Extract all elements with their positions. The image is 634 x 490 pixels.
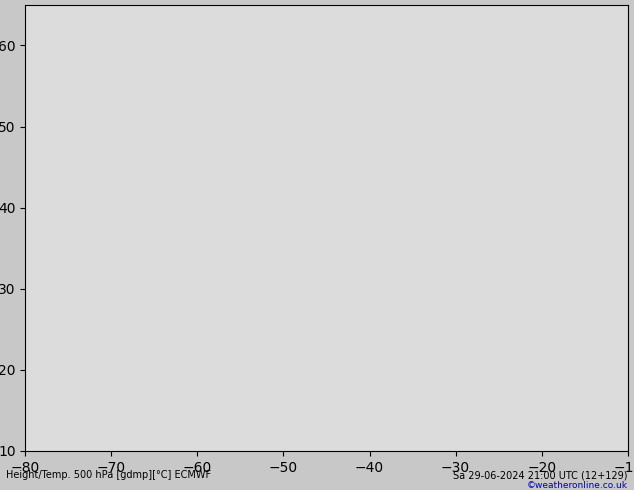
Text: Height/Temp. 500 hPa [gdmp][°C] ECMWF: Height/Temp. 500 hPa [gdmp][°C] ECMWF bbox=[6, 470, 212, 480]
Text: ©weatheronline.co.uk: ©weatheronline.co.uk bbox=[527, 481, 628, 490]
Text: Sa 29-06-2024 21:00 UTC (12+129): Sa 29-06-2024 21:00 UTC (12+129) bbox=[453, 470, 628, 480]
